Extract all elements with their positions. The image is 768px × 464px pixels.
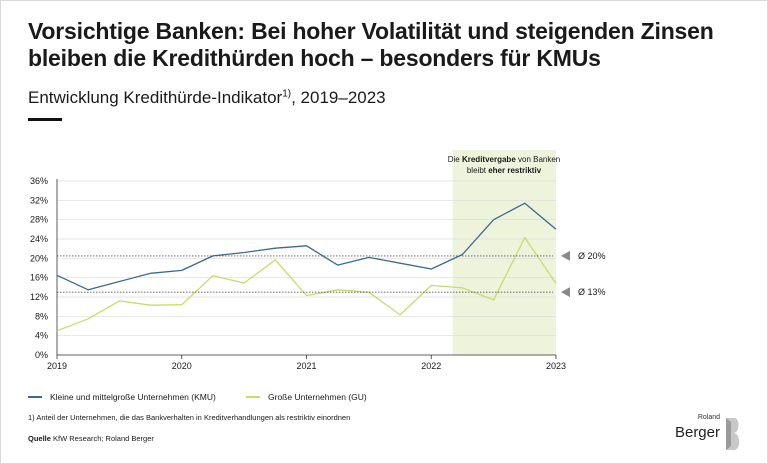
- series: [56, 202, 557, 332]
- y-tick-label: 28%: [30, 215, 48, 225]
- x-tick-label: 2022: [421, 361, 441, 371]
- y-tick-label: 12%: [30, 292, 48, 302]
- legend-swatch-gu: [246, 396, 260, 398]
- legend-label-kmu: Kleine und mittelgroße Unternehmen (KMU): [50, 392, 216, 402]
- subtitle-text: Entwicklung Kredithürde-Indikator: [28, 88, 283, 107]
- x-tick-label: 2023: [546, 361, 566, 371]
- axes: 2019 2020 2021 2022 2023: [47, 179, 566, 371]
- source-line: Quelle KfW Research; Roland Berger: [28, 434, 154, 443]
- average-arrow-icon: [561, 287, 570, 298]
- line-chart: 0% 4% 8% 12% 16% 20% 24% 28% 32% 36% 2019 2020 2021…: [30, 150, 606, 371]
- y-tick-label: 36%: [30, 176, 48, 186]
- y-tick-label: 16%: [30, 273, 48, 283]
- footnote: 1) Anteil der Unternehmen, die das Bankv…: [28, 413, 351, 422]
- grid: 0% 4% 8% 12% 16% 20% 24% 28% 32% 36%: [30, 176, 556, 360]
- subtitle-period: , 2019–2023: [291, 88, 386, 107]
- legend-item-kmu: Kleine und mittelgroße Unternehmen (KMU): [28, 392, 216, 402]
- logo-roland-text: Roland: [697, 414, 720, 421]
- x-tick-label: 2019: [47, 361, 67, 371]
- shaded-region: [452, 150, 556, 355]
- shaded-period: [452, 150, 556, 355]
- series-line-kmu: [56, 202, 557, 291]
- x-tick-label: 2020: [172, 361, 192, 371]
- average-label: Ø 13%: [578, 287, 606, 297]
- chart-subtitle: Entwicklung Kredithürde-Indikator1), 201…: [28, 88, 386, 108]
- source-label: Quelle: [28, 434, 51, 443]
- y-tick-label: 8%: [35, 311, 48, 321]
- x-tick-label: 2021: [296, 361, 316, 371]
- legend-item-gu: Große Unternehmen (GU): [246, 392, 367, 402]
- shade-annotation-line-2: bleibt eher restriktiv: [467, 166, 542, 175]
- y-tick-label: 32%: [30, 195, 48, 205]
- y-tick-label: 0%: [35, 350, 48, 360]
- source-text: KfW Research; Roland Berger: [50, 434, 154, 443]
- average-arrow-icon: [561, 250, 570, 261]
- title-rule: [28, 118, 62, 121]
- y-tick-label: 4%: [35, 331, 48, 341]
- roland-berger-logo: Roland Berger: [668, 414, 748, 454]
- logo-b-icon: [726, 418, 740, 450]
- series-line-gu: [56, 236, 557, 332]
- subtitle-footnote-mark: 1): [282, 88, 292, 100]
- legend-swatch-kmu: [28, 396, 42, 398]
- average-label: Ø 20%: [578, 251, 606, 261]
- legend-label-gu: Große Unternehmen (GU): [268, 392, 367, 402]
- y-tick-label: 20%: [30, 253, 48, 263]
- chart-title: Vorsichtige Banken: Bei hoher Volatilitä…: [28, 18, 714, 71]
- y-tick-label: 24%: [30, 234, 48, 244]
- logo-berger-text: Berger: [674, 424, 720, 441]
- average-markers: Ø 20% Ø 13%: [57, 250, 606, 298]
- shade-annotation-line-1: Die Kreditvergabe von Banken: [448, 155, 561, 164]
